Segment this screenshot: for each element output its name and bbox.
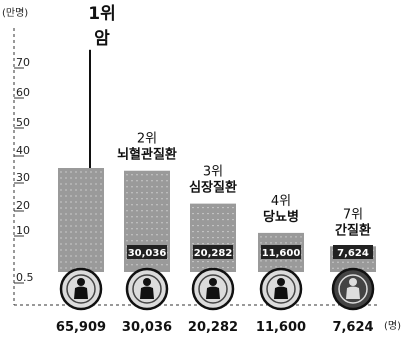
y-tick-label: 30	[16, 171, 30, 184]
category-name: 심장질환	[189, 180, 237, 196]
person-icon-head	[143, 278, 151, 286]
x-unit-label: (명)	[384, 320, 401, 332]
category-rank: 1위	[88, 4, 115, 24]
bar-group: 1위암 65,909	[56, 4, 116, 335]
y-tick-label: 0.5	[16, 271, 34, 284]
category-name: 뇌혈관질환	[117, 147, 177, 163]
bar-value-label: 30,036	[128, 248, 167, 259]
y-tick-label: 40	[16, 144, 30, 157]
y-tick-label: 70	[16, 56, 30, 69]
bar-label-bg	[127, 245, 167, 259]
bar-label-bg	[333, 245, 373, 259]
category-rank: 4위	[271, 194, 291, 209]
x-value-label: 30,036	[122, 320, 172, 335]
bar-label-bg	[193, 245, 233, 259]
person-icon-head	[77, 278, 85, 286]
bar-value-label: 20,282	[194, 248, 233, 259]
x-value-label: 20,282	[188, 320, 238, 335]
person-icon-ring	[266, 274, 296, 304]
person-icon-body	[274, 286, 288, 299]
category-name: 당뇨병	[263, 209, 299, 225]
x-value-label: 11,600	[256, 320, 306, 335]
person-icon-head	[277, 278, 285, 286]
bar-label-bg	[261, 245, 301, 259]
category-rank: 3위	[203, 165, 223, 180]
person-icon-body	[206, 286, 220, 299]
person-icon-ring	[66, 274, 96, 304]
y-tick-label: 10	[16, 224, 30, 237]
person-icon-body	[74, 286, 88, 299]
x-value-label: 7,624	[332, 320, 373, 335]
person-icon-ring	[198, 274, 228, 304]
category-name: 간질환	[335, 222, 371, 238]
category-rank: 7위	[343, 207, 363, 222]
person-icon-head	[349, 278, 357, 286]
person-icon-body	[346, 286, 360, 299]
y-tick-label: 20	[16, 199, 30, 212]
bar-value-label: 11,600	[262, 248, 301, 259]
y-tick-label: 60	[16, 86, 30, 99]
x-value-label: 65,909	[56, 320, 106, 335]
person-icon-ring	[132, 274, 162, 304]
person-icon-body	[140, 286, 154, 299]
category-name: 암	[94, 29, 110, 49]
person-icon-ring	[338, 274, 368, 304]
y-unit-label: (만명)	[2, 7, 28, 19]
category-rank: 2위	[137, 132, 157, 147]
person-icon-head	[209, 278, 217, 286]
bar-value-label: 7,624	[337, 248, 369, 259]
y-ticks: 0.5 10 20 30 40 50 60 70	[14, 56, 34, 284]
y-tick-label: 50	[16, 116, 30, 129]
